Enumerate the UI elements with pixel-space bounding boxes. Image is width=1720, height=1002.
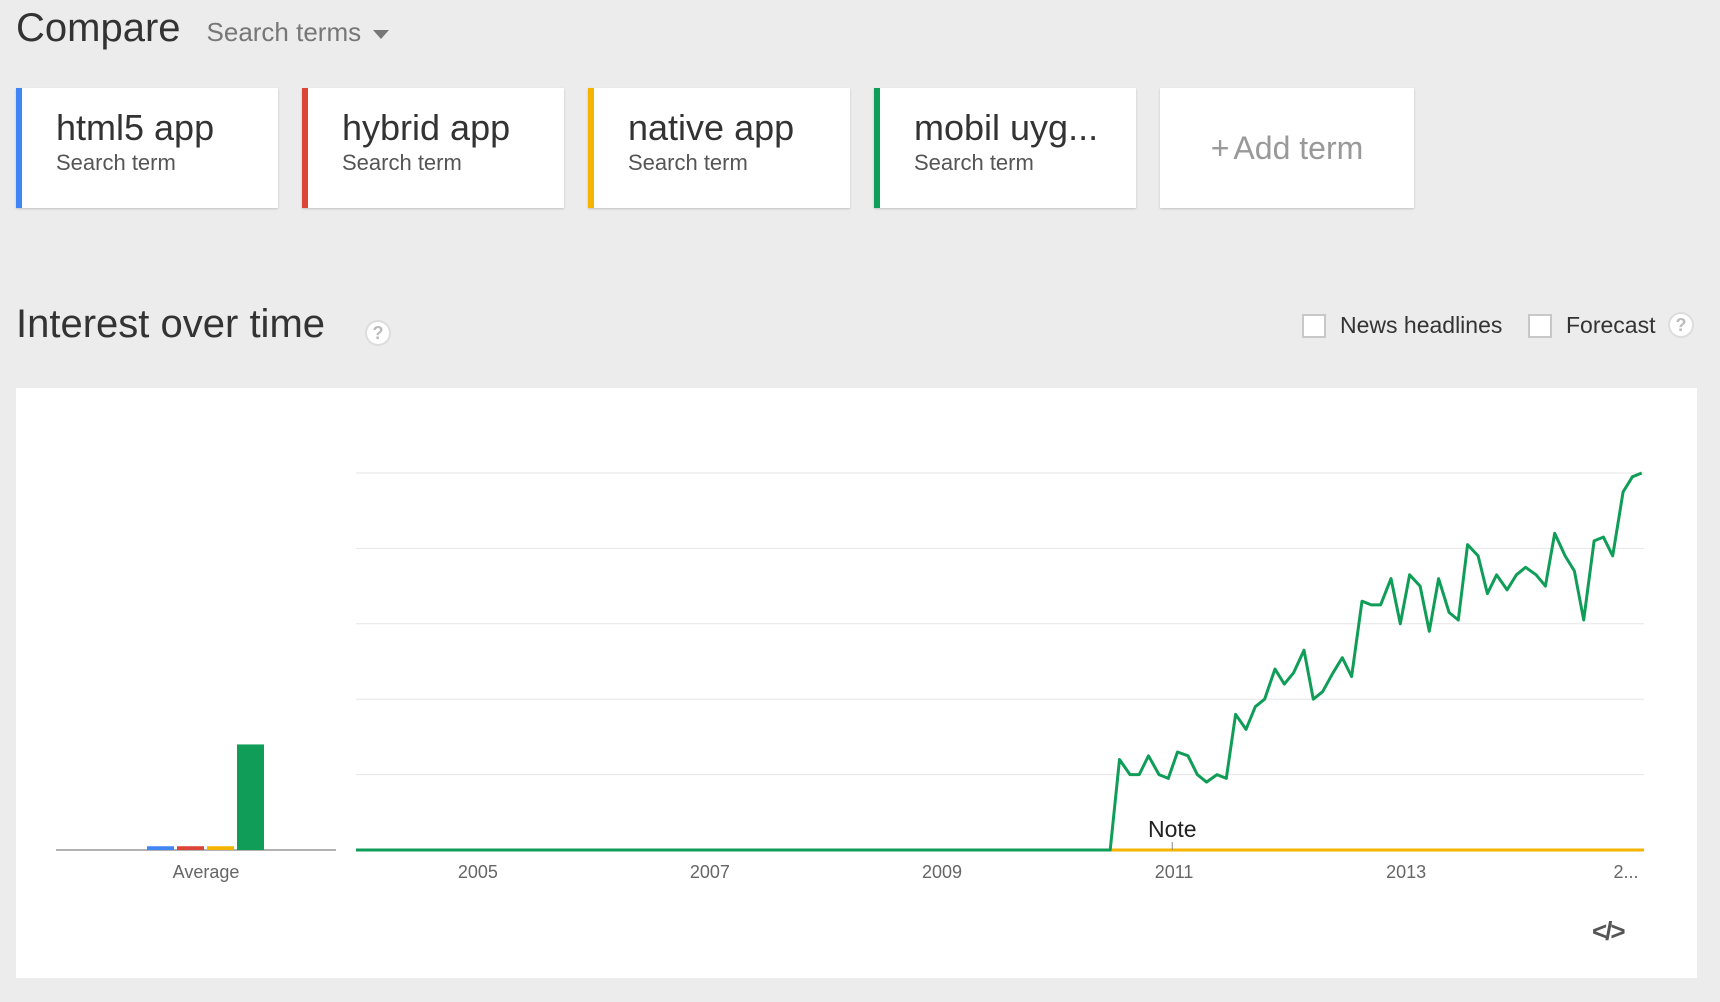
x-tick-label: 2011 [1155,862,1194,882]
forecast-label: Forecast [1566,312,1656,338]
x-tick-label: 2007 [690,862,730,882]
term-type: Search term [56,150,176,175]
note-label: Note [1148,816,1197,842]
term-type: Search term [628,150,748,175]
term-name: native app [628,107,795,148]
term-card-html5-app[interactable]: html5 app Search term [16,88,278,208]
interest-over-time-title: Interest over time [16,302,326,346]
interest-chart: Average 2005 2007 2009 2011 2013 2... Note [56,471,1644,882]
add-term-label: Add term [1233,129,1364,166]
x-tick-label: 2... [1613,862,1638,882]
help-icon[interactable]: ? [365,320,391,346]
term-name: mobil uyg... [914,107,1099,148]
term-name: hybrid app [342,107,511,148]
x-tick-label: 2009 [922,862,962,882]
average-bar [177,846,204,850]
compare-title: Compare [16,6,181,50]
news-headlines-label: News headlines [1340,312,1503,338]
news-headlines-option[interactable]: News headlines [1302,312,1502,339]
term-card-mobil-uyg[interactable]: mobil uyg... Search term [874,88,1136,208]
average-label: Average [173,862,240,882]
term-card-hybrid-app[interactable]: hybrid app Search term [302,88,564,208]
series-line [356,471,1643,852]
average-bar [147,846,174,850]
news-headlines-checkbox[interactable] [1302,313,1326,338]
forecast-checkbox[interactable] [1528,313,1552,338]
caret-down-icon [373,30,390,39]
term-type: Search term [914,150,1034,175]
term-name: html5 app [56,107,215,148]
compare-header: Compare Search terms [16,6,390,56]
x-tick-label: 2013 [1386,862,1426,882]
average-bar [207,846,234,850]
term-list: html5 app Search term hybrid app Search … [16,88,1414,208]
forecast-help-icon[interactable]: ? [1668,312,1694,338]
plus-icon: + [1210,129,1230,166]
term-card-native-app[interactable]: native app Search term [588,88,850,208]
chart-panel: Average 2005 2007 2009 2011 2013 2... Note </> [16,388,1697,978]
term-type: Search term [342,150,462,175]
search-terms-dropdown[interactable]: Search terms [207,17,390,48]
add-term-button[interactable]: + Add term [1160,88,1414,208]
forecast-option[interactable]: Forecast [1528,312,1655,339]
x-tick-label: 2005 [458,862,498,882]
average-bar [237,744,264,850]
code-embed-icon[interactable]: </> [1592,916,1626,946]
search-terms-label: Search terms [206,17,362,47]
